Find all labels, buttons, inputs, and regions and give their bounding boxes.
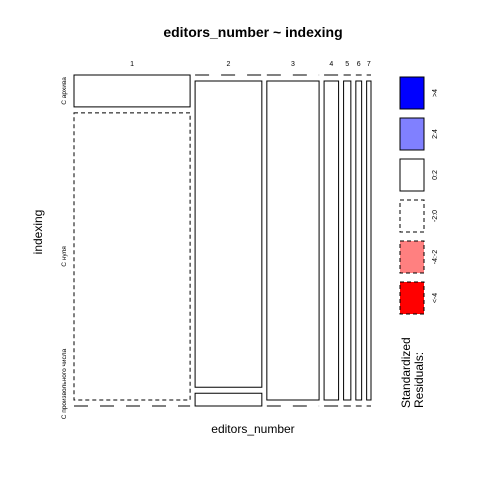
x-tick-label: 3 — [291, 61, 295, 68]
mosaic-cell — [323, 80, 340, 401]
legend-swatch — [399, 240, 425, 274]
y-tick-label: С нуля — [61, 246, 68, 267]
legend-label: 2:4 — [432, 129, 439, 139]
x-tick-label: 4 — [329, 61, 333, 68]
mosaic-cells — [73, 74, 372, 407]
x-tick-label: 2 — [227, 61, 231, 68]
legend-label: >4 — [432, 89, 439, 97]
legend-label: <-4 — [432, 293, 439, 303]
x-tick-label: 7 — [367, 61, 371, 68]
x-tick-label: 1 — [130, 61, 134, 68]
mosaic-cell — [73, 74, 191, 108]
legend-swatch — [399, 117, 425, 151]
mosaic-cell — [343, 80, 352, 401]
y-tick-label: С произвольного числа — [61, 348, 68, 419]
x-axis-label: editors_number — [211, 422, 294, 436]
legend-title-line-1: Standardized — [399, 337, 413, 408]
legend-label: -2:0 — [432, 210, 439, 222]
legend-swatch — [399, 76, 425, 110]
x-tick-label: 6 — [357, 61, 361, 68]
legend-label: 0:2 — [432, 170, 439, 180]
chart-title: editors_number ~ indexing — [163, 24, 342, 40]
y-tick-labels: С архива С нуля С произвольного числа — [61, 77, 68, 419]
mosaic-cell — [355, 80, 363, 401]
y-axis-label: indexing — [31, 210, 45, 255]
x-tick-label: 5 — [345, 61, 349, 68]
mosaic-cell — [366, 80, 372, 401]
legend-swatch — [399, 281, 425, 315]
y-tick-label: С архива — [61, 77, 68, 105]
legend-swatch — [399, 158, 425, 192]
mosaic-cell — [194, 80, 263, 388]
legend: >4 2:4 0:2 -2:0 -4:-2 <-4 — [399, 76, 439, 315]
legend-swatch — [399, 199, 425, 233]
mosaic-cell — [194, 392, 263, 407]
legend-label: -4:-2 — [432, 250, 439, 265]
mosaic-cell — [73, 112, 191, 401]
legend-title-line-2: Residuals: — [412, 352, 426, 408]
mosaic-cell — [266, 80, 320, 401]
